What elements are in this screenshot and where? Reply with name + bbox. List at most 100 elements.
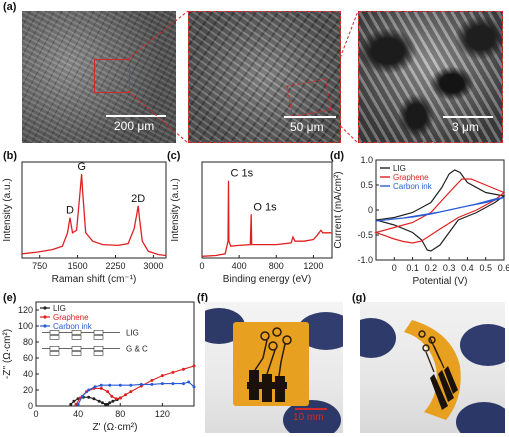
photo-scale-label: 10 mm: [293, 412, 324, 423]
cpe-element: [71, 351, 82, 356]
peak-label: 2D: [131, 193, 145, 205]
nyquist-point: [182, 382, 185, 386]
resistor: [49, 346, 60, 351]
y-axis-label: Current (mA/cm²): [333, 171, 344, 248]
y-tick-label: 100: [18, 321, 33, 331]
legend-marker: [43, 315, 47, 319]
nyquist-point: [100, 401, 104, 405]
photo-flat-sensor: 10 mm: [205, 302, 343, 433]
x-tick-label: 0.6: [498, 263, 509, 273]
xps-spectrum-chart: 0 400 800 1200 Binding energy (eV) Intensity …: [170, 161, 333, 285]
legend-label: LIG: [53, 304, 66, 313]
scale-bar-1: 200 μm: [106, 115, 166, 133]
cv-curve: [375, 196, 505, 222]
x-tick-label: 3000: [143, 261, 163, 271]
nyquist-point: [150, 378, 154, 382]
cpe-element: [93, 351, 104, 356]
panel-label-a: (a): [3, 1, 17, 13]
panel-label-b: (b): [3, 150, 18, 162]
x-tick-label: 750: [32, 261, 47, 271]
y-tick-label: 60: [23, 353, 33, 363]
cv-curve-chart: 0 0.1 0.2 0.3 0.4 0.5 0.6 -1.0 -0.5 0 0.5 1.0 Potent…: [333, 155, 509, 287]
nyquist-point: [150, 382, 154, 386]
legend-label: LIG: [393, 164, 406, 173]
nyquist-point: [110, 394, 114, 398]
y-tick-label: 0: [368, 205, 373, 215]
nyquist-point: [114, 397, 118, 401]
y-tick-label: 0: [28, 401, 33, 411]
nyquist-point: [99, 386, 103, 390]
x-axis-label: Raman shift (cm⁻¹): [52, 274, 137, 285]
nyquist-point: [72, 399, 76, 403]
nyquist-point: [74, 402, 78, 406]
panel-label-f: (f): [197, 292, 208, 304]
resistor: [93, 330, 104, 335]
resistor: [71, 330, 82, 335]
legend-marker: [43, 306, 47, 310]
plot-frame: [201, 161, 333, 259]
y-tick-label: 80: [23, 337, 33, 347]
cpe-element: [49, 335, 60, 340]
x-tick-label: 1200: [303, 261, 323, 271]
nyquist-point: [108, 401, 112, 405]
y-tick-label: 1.0: [360, 155, 373, 165]
legend-label: Graphene: [393, 173, 429, 182]
nyquist-point: [118, 383, 122, 387]
nyquist-point: [129, 390, 133, 394]
nyquist-point: [69, 402, 73, 406]
plot-frame: [35, 301, 195, 407]
panel-label-g: (g): [352, 292, 367, 304]
peak-label: O 1s: [253, 201, 277, 213]
x-axis-label: Binding energy (eV): [223, 274, 311, 285]
nyquist-point: [118, 396, 122, 400]
scale-bar-3: 3 μm: [443, 116, 493, 134]
x-tick-label: 0: [33, 409, 38, 419]
x-tick-label: 0.4: [461, 263, 474, 273]
plot-frame: [21, 161, 167, 259]
nyquist-point: [129, 383, 133, 387]
scale-bar-2: 50 μm: [284, 116, 336, 134]
cpe-element: [71, 335, 82, 340]
panel-label-e: (e): [3, 292, 17, 304]
electrode-pattern-flat: [247, 327, 292, 402]
x-tick-label: 400: [232, 261, 247, 271]
x-tick-label: 2250: [105, 261, 125, 271]
nyquist-point: [106, 390, 110, 394]
nyquist-point: [124, 393, 127, 397]
nyquist-point: [80, 394, 84, 398]
legend-label: Graphene: [53, 313, 89, 322]
nyquist-point: [187, 380, 191, 384]
equivalent-circuit: LIG: [42, 328, 139, 340]
peak-label: G: [77, 161, 86, 173]
x-tick-label: 0.1: [406, 263, 419, 273]
nyquist-point: [139, 382, 143, 386]
x-axis-label: Z' (Ω·cm²): [93, 422, 138, 433]
x-tick-label: 0: [392, 263, 397, 273]
nyquist-point: [108, 383, 112, 387]
y-tick-label: 40: [23, 369, 33, 379]
x-tick-label: 800: [269, 261, 284, 271]
nyquist-point: [92, 397, 96, 401]
photo-scale-bar: [295, 408, 327, 410]
zoom-box-2: [286, 78, 332, 118]
scale-label-3: 3 μm: [452, 120, 479, 134]
x-tick-label: 40: [73, 409, 83, 419]
nyquist-point: [87, 395, 91, 399]
panel-label-c: (c): [167, 150, 181, 162]
nyquist-point: [160, 374, 164, 378]
x-tick-label: 80: [115, 409, 125, 419]
nyquist-point: [171, 370, 175, 374]
nyquist-point: [106, 402, 110, 406]
polyimide-film-bent: [404, 320, 461, 420]
nyquist-point: [87, 388, 91, 392]
circuit-label: G & C: [126, 344, 148, 353]
y-tick-label: -0.5: [357, 230, 373, 240]
resistor: [93, 346, 104, 351]
resistor: [49, 330, 60, 335]
x-tick-label: 0: [199, 261, 204, 271]
legend-marker: [43, 324, 47, 328]
finger-right: [460, 324, 505, 366]
zoom-box-1: [94, 59, 130, 93]
x-tick-label: 0.2: [425, 263, 438, 273]
y-tick-label: 120: [18, 305, 33, 315]
